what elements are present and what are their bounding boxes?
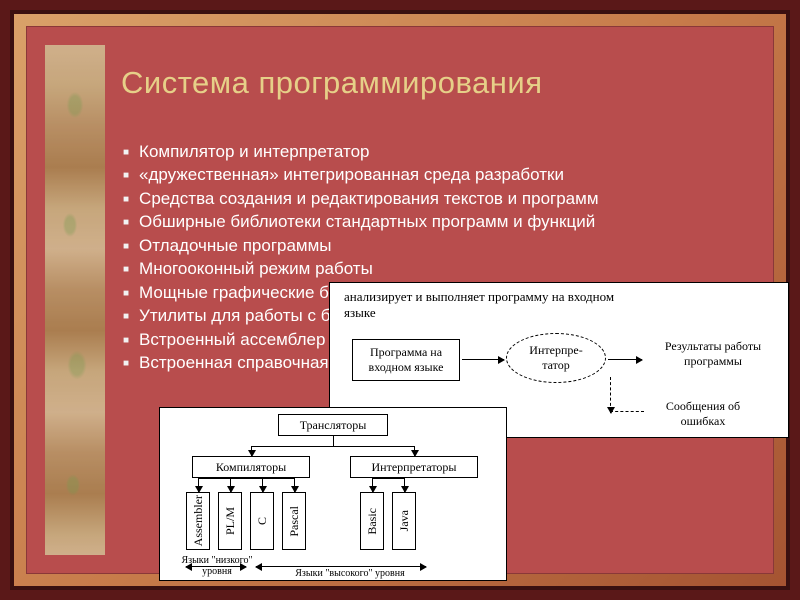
leaf-plm: PL/M — [218, 492, 242, 550]
range-high — [256, 566, 426, 567]
leaf-assembler: Assembler — [186, 492, 210, 550]
edge-arrow — [608, 359, 642, 360]
label-high-level: Языки "высокого" уровня — [280, 568, 420, 579]
edge — [372, 478, 404, 479]
slide-panel: Система программирования Компилятор и ин… — [26, 26, 774, 574]
edge-arrowhead — [610, 407, 611, 413]
leaf-pascal: Pascal — [282, 492, 306, 550]
list-item: Компилятор и интерпретатор — [123, 141, 743, 163]
edge-dashed — [610, 377, 611, 411]
label-low-level: Языки "низкого" уровня — [176, 556, 258, 577]
node-interpreter: Интерпре- татор — [506, 333, 606, 383]
list-item: Обширные библиотеки стандартных программ… — [123, 211, 743, 233]
edge — [333, 436, 334, 446]
edge — [251, 446, 414, 447]
edge-dashed — [610, 411, 644, 412]
node-errors: Сообщения об ошибках — [648, 399, 758, 429]
node-compilers: Компиляторы — [192, 456, 310, 478]
leaf-basic: Basic — [360, 492, 384, 550]
edge — [404, 478, 405, 492]
edge — [198, 478, 199, 492]
list-item: Отладочные программы — [123, 235, 743, 257]
list-item: Средства создания и редактирования текст… — [123, 188, 743, 210]
slide-title: Система программирования — [121, 65, 543, 101]
edge — [372, 478, 373, 492]
leaf-java: Java — [392, 492, 416, 550]
decorative-border — [45, 45, 105, 555]
diagram-caption: анализирует и выполняет программу на вхо… — [344, 289, 644, 321]
edge — [414, 446, 415, 456]
list-item: «дружественная» интегрированная среда ра… — [123, 164, 743, 186]
node-interpreters: Интерпретаторы — [350, 456, 478, 478]
slide-frame: Система программирования Компилятор и ин… — [10, 10, 790, 590]
node-result: Результаты работы программы — [648, 339, 778, 369]
edge — [251, 446, 252, 456]
edge — [198, 478, 294, 479]
edge-arrow — [462, 359, 504, 360]
edge — [230, 478, 231, 492]
diagram-translators: Трансляторы Компиляторы Интерпретаторы A… — [159, 407, 507, 581]
list-item: Многооконный режим работы — [123, 258, 743, 280]
leaf-c: C — [250, 492, 274, 550]
edge — [262, 478, 263, 492]
node-root: Трансляторы — [278, 414, 388, 436]
node-input: Программа на входном языке — [352, 339, 460, 381]
edge — [294, 478, 295, 492]
